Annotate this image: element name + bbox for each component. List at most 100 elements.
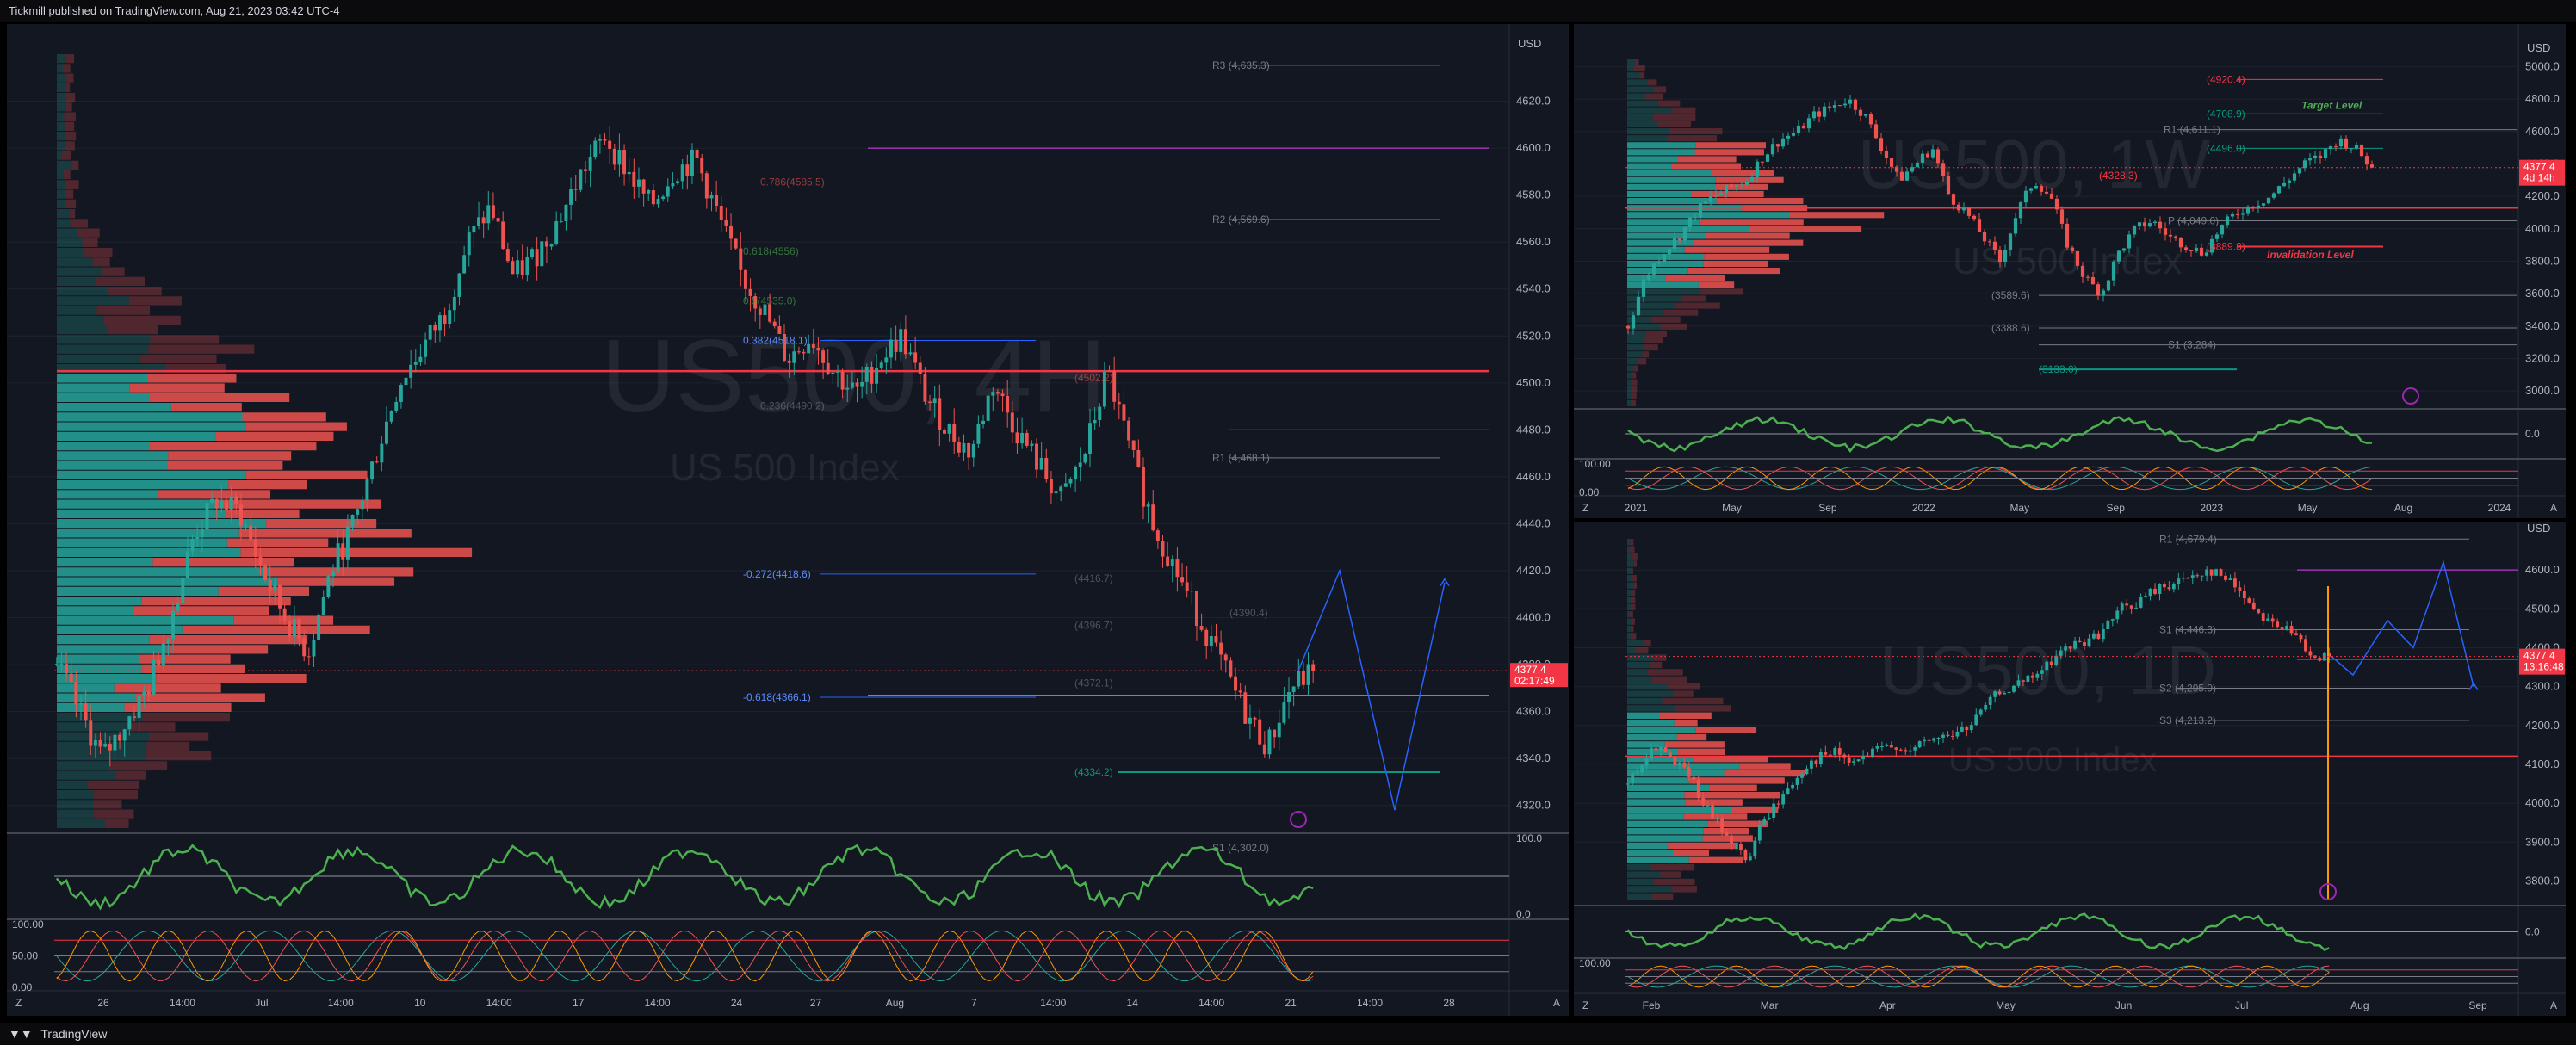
lightning-event-icon [2319,883,2337,900]
price-tick: 4580.0 [1516,189,1551,201]
volume-bar-down [65,54,75,64]
candle-body [2204,252,2209,256]
volume-bar-down [65,199,77,208]
candle-body [816,348,820,351]
candle-body [1102,371,1106,407]
candle-body [258,556,263,566]
candle-body [2003,250,2008,262]
chart-1d-canvas[interactable]: US500, 1D US 500 Index R1 (4,679.4) S1 (4… [1574,522,2566,1016]
candle-body [2121,248,2127,251]
candle-body [2013,218,2018,234]
candle-body [2225,216,2230,226]
candle-body [2189,250,2194,252]
volume-bar-up [57,344,149,354]
candle-body [1822,106,1827,117]
target-level-label: Target Level [2301,100,2362,112]
candle-body [2307,158,2313,161]
volume-bar-up [57,403,171,412]
volume-bar-up [1627,799,1686,806]
volume-bar-up [57,809,95,819]
volume-bar-up [57,160,72,170]
candle-body [152,659,156,695]
candle-body [2308,651,2313,656]
name-watermark: US 500 Index [1948,741,2157,779]
countdown: 4d 14h [2523,172,2555,184]
candle-body [375,461,379,463]
volume-bar-up [1627,720,1675,727]
price-tick: 4460.0 [1516,470,1551,483]
chart-4h-canvas[interactable]: US500, 4H US 500 Index R3 (4,635.3) R2 (4… [7,24,1569,1016]
chart-panel-4h[interactable]: US500, 4H US 500 Index R3 (4,635.3) R2 (4… [7,24,1569,1016]
candle-body [1894,166,1899,172]
candle-body [127,716,132,730]
candle-body [584,169,587,171]
candle-body [2003,692,2006,695]
candle-body [1687,217,1693,227]
volume-bar-up [57,102,66,112]
candle-body [821,350,826,363]
publisher-text: Tickmill published on TradingView.com, A… [9,4,340,17]
price-tick: 4480.0 [1516,423,1551,436]
volume-bar-up [57,547,241,557]
candle-body [195,537,200,540]
candle-body [1885,745,1889,746]
symbol-watermark: US500, 1W [1858,126,2211,202]
candle-body [1662,254,1667,262]
candle-body [758,308,762,315]
candle-body [2199,247,2204,256]
candle-body [1898,749,1903,751]
volume-bar-up [57,112,65,121]
chart-1w-canvas[interactable]: US500, 1W US 500 Index (4920.4)(4708.9)R… [1574,24,2566,518]
candle-body [132,716,136,718]
volume-bar-up [1627,379,1632,386]
volume-bar-down [1683,813,1748,820]
candle-body [1068,479,1073,484]
candle-body [360,500,364,510]
volume-bar-down [1688,777,1785,784]
tradingview-logo-icon[interactable]: ▼▼ [9,1027,33,1041]
price-tick: 3800.0 [2525,254,2560,267]
volume-bar-up [57,480,229,490]
volume-bar-up [57,315,104,325]
corner-right-label: A [2550,502,2557,514]
chart-panel-1d[interactable]: US500, 1D US 500 Index R1 (4,679.4) S1 (4… [1574,522,2566,1016]
price-tick: 3200.0 [2525,351,2560,364]
candle-body [2280,627,2284,630]
footer-brand[interactable]: TradingView [40,1027,108,1041]
candle-body [1708,195,1713,202]
candle-body [1805,768,1809,775]
candle-body [1796,125,1801,133]
candle-body [889,339,893,358]
volume-bar-down [103,315,181,325]
volume-bar-down [1672,886,1697,893]
volume-bar-down [139,654,231,664]
volume-bar-down [1633,560,1638,567]
candle-body [1875,746,1879,749]
price-tick: 4200.0 [2525,189,2560,202]
candle-body [1982,232,1987,242]
volume-bar-up [57,461,167,470]
price-tick: 4500.0 [1516,376,1551,389]
volume-bar-up [1627,727,1696,733]
time-tick: Aug [2350,999,2369,1011]
volume-bar-down [1630,597,1636,603]
candle-body [1698,203,1703,218]
chart-panel-1w[interactable]: US500, 1W US 500 Index (4920.4) (4708.9) R… [1574,24,2566,518]
candle-body [1049,479,1053,494]
volume-bar-down [1678,748,1725,755]
volume-bar-down [1647,79,1657,86]
volume-bar-up [57,228,77,238]
volume-bar-up [1627,856,1689,863]
candle-body [2270,618,2275,622]
volume-bar-up [57,170,64,180]
volume-bar-up [57,615,234,625]
candle-body [2183,247,2189,250]
volume-bar-down [1707,820,1768,827]
candle-body [1170,559,1174,566]
candle-body [1776,803,1780,805]
oscillator-line [1626,912,2330,952]
candle-body [472,226,476,233]
oscillators: 100.0 0.0 100.00 50.00 0.00 [12,832,1542,993]
candle-body [1729,184,1734,188]
candle-body [2012,685,2016,692]
